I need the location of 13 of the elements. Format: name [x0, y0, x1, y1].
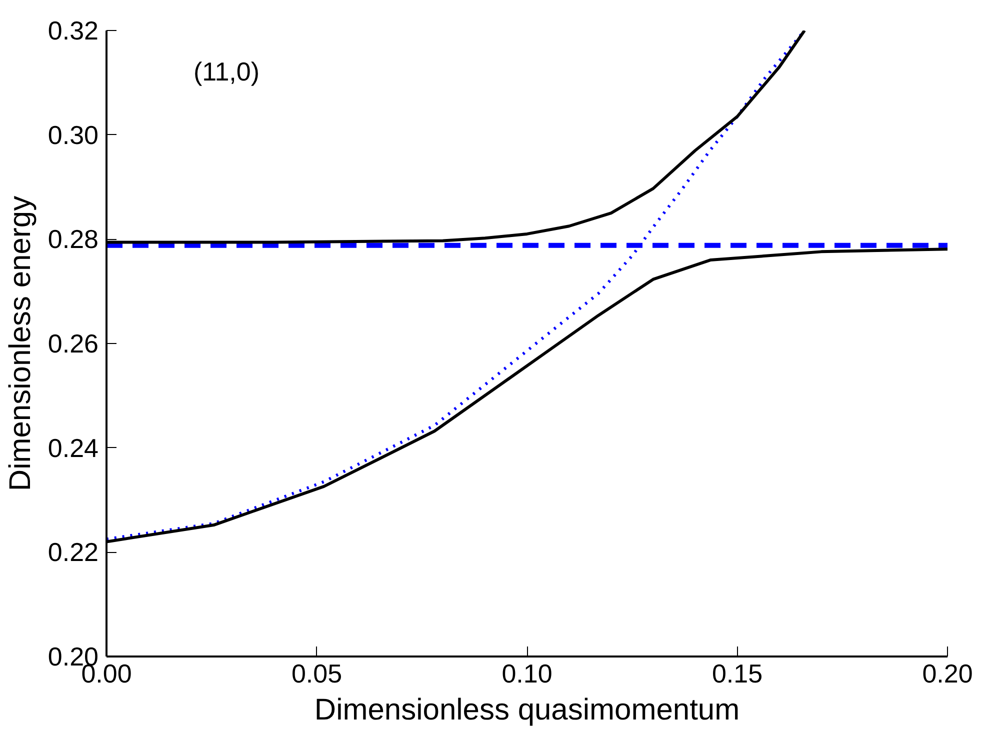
y-tick-label: 0.22	[48, 537, 99, 568]
y-tick-label: 0.30	[48, 120, 99, 150]
y-tick-label: 0.28	[48, 224, 99, 254]
y-tick-label: 0.24	[48, 432, 99, 463]
x-tick-label: 0.20	[922, 658, 973, 688]
x-tick-label: 0.05	[291, 658, 342, 688]
y-tick-label: 0.26	[48, 328, 99, 358]
y-tick-label: 0.32	[48, 16, 99, 46]
annotation: (11,0)	[194, 56, 260, 86]
x-axis-title: Dimensionless quasimomentum	[314, 694, 740, 726]
x-tick-label: 0.15	[712, 658, 763, 688]
x-tick-label: 0.10	[502, 658, 552, 688]
y-axis-title: Dimensionless energy	[4, 196, 37, 492]
